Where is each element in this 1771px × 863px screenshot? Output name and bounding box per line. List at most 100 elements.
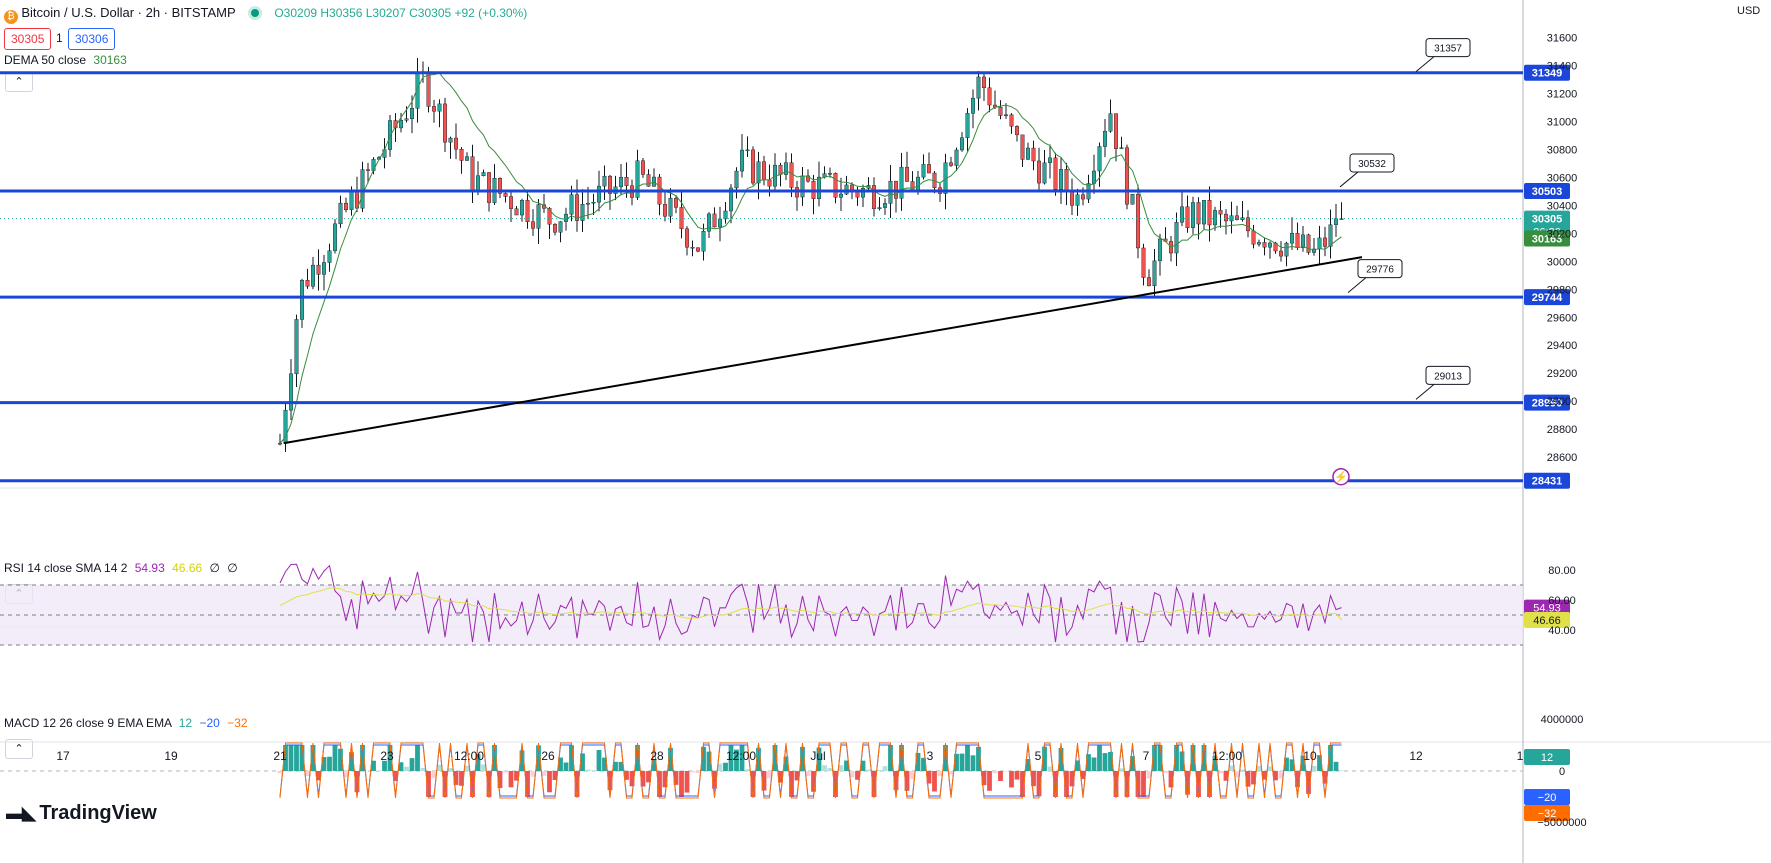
macd-histogram-bar: [1031, 771, 1036, 787]
callout-label: 30532: [1358, 159, 1386, 170]
candle-body: [641, 160, 646, 175]
macd-histogram-bar: [1119, 768, 1124, 771]
macd-histogram-bar: [1146, 771, 1152, 779]
macd-histogram-bar: [728, 745, 734, 771]
macd-histogram-bar: [646, 771, 651, 783]
price-tick-label: 31200: [1547, 89, 1578, 101]
time-tick-label: 10: [1303, 749, 1317, 763]
candle-body: [443, 103, 448, 143]
macd-histogram-bar: [888, 745, 893, 771]
candle-body: [883, 203, 888, 208]
time-tick-label: 26: [541, 749, 555, 763]
macd-histogram-bar: [838, 765, 844, 771]
candle-body: [663, 203, 668, 217]
candle-body: [1185, 206, 1190, 228]
macd-histogram-bar: [882, 766, 888, 771]
macd-histogram-bar: [354, 771, 360, 793]
macd-histogram-bar: [1245, 771, 1251, 787]
sell-price-button[interactable]: 30305: [4, 28, 52, 50]
macd-histogram-bar: [1179, 751, 1185, 771]
macd-histogram-bar: [1289, 759, 1295, 771]
macd-histogram-bar: [673, 771, 679, 785]
dema-legend[interactable]: DEMA 50 close 30163: [4, 53, 127, 67]
candle-body: [960, 137, 965, 151]
macd-histogram-bar: [1091, 757, 1097, 771]
candle-body: [1311, 248, 1316, 253]
macd-histogram-bar: [398, 762, 404, 771]
candle-body: [531, 221, 536, 229]
candle-body: [817, 176, 822, 200]
buy-price-button[interactable]: 30306: [68, 28, 116, 50]
macd-histogram-bar: [464, 765, 470, 771]
candle-body: [954, 149, 959, 166]
rsi-tick-label: 80.00: [1548, 565, 1576, 577]
candle-body: [437, 103, 442, 112]
candle-body: [338, 202, 343, 225]
price-tick-label: 29200: [1547, 368, 1578, 380]
time-tick-label: 12:00: [454, 749, 484, 763]
macd-histogram-bar: [1014, 771, 1020, 780]
price-tick-label: 31400: [1547, 61, 1578, 73]
macd-histogram-bar: [701, 746, 706, 771]
macd-histogram-bar: [778, 771, 783, 783]
macd-histogram-bar: [1240, 769, 1245, 771]
candle-body: [1020, 134, 1025, 160]
candle-body: [514, 208, 519, 216]
macd-histogram-bar: [904, 771, 910, 791]
candle-body: [718, 218, 723, 228]
callout-pointer: [1339, 171, 1359, 188]
candle-body: [1058, 169, 1063, 190]
macd-histogram-bar: [1317, 755, 1322, 771]
macd-histogram-bar: [651, 758, 657, 771]
candle-body: [1152, 260, 1157, 287]
macd-histogram-bar: [371, 760, 376, 771]
candle-body: [685, 228, 690, 248]
rsi-legend[interactable]: RSI 14 close SMA 14 2 54.93 46.66 ∅ ∅: [4, 561, 238, 575]
macd-histogram-bar: [833, 771, 838, 797]
candle-body: [1009, 114, 1014, 127]
macd-hist-label: 12: [1541, 752, 1553, 764]
candle-body: [778, 164, 783, 175]
rsi-tick-label: 60.00: [1548, 595, 1576, 607]
collapse-macd-button[interactable]: ⌃: [5, 739, 33, 759]
macd-histogram-bar: [723, 762, 728, 771]
symbol-header[interactable]: ₿ Bitcoin / U.S. Dollar · 2h · BITSTAMP …: [4, 5, 527, 24]
candle-body: [751, 149, 756, 184]
candle-body: [1130, 194, 1135, 205]
macd-histogram-bar: [1262, 771, 1267, 780]
macd-histogram-bar: [1333, 761, 1339, 771]
macd-histogram-bar: [684, 771, 690, 793]
rsi-sma-label: 46.66: [1533, 615, 1561, 627]
macd-hist-value: 12: [178, 716, 193, 730]
macd-histogram-bar: [877, 770, 882, 771]
callout-pointer: [1415, 56, 1435, 72]
candle-body: [520, 199, 525, 216]
rsi-sma-tag: [1524, 612, 1570, 629]
candle-body: [580, 204, 585, 221]
dema-value: 30163: [93, 53, 127, 67]
candle-body: [965, 113, 970, 138]
macd-histogram-bar: [1124, 771, 1130, 797]
currency-label: USD: [1737, 5, 1761, 17]
tradingview-logo[interactable]: ▬◣ TradingView: [6, 802, 157, 825]
macd-legend[interactable]: MACD 12 26 close 9 EMA EMA 12 −20 −32: [4, 716, 248, 730]
last-price-label: 30305: [1532, 214, 1563, 226]
price-tick-label: 29400: [1547, 340, 1578, 352]
macd-histogram-bar: [1201, 745, 1207, 771]
macd-histogram-bar: [1036, 771, 1042, 797]
macd-histogram-bar: [756, 747, 761, 771]
candle-body: [1091, 170, 1096, 184]
macd-histogram-bar: [987, 771, 992, 791]
macd-line-tag: [1524, 789, 1570, 805]
price-tick-label: 30200: [1547, 228, 1578, 240]
candle-body: [525, 199, 530, 222]
macd-histogram-bar: [453, 771, 459, 785]
candle-body: [388, 120, 393, 150]
macd-histogram-bar: [1212, 756, 1218, 771]
candle-body: [1108, 113, 1113, 132]
candle-body: [602, 175, 607, 187]
candle-body: [432, 106, 437, 112]
candle-body: [404, 118, 409, 121]
macd-histogram-bar: [299, 745, 305, 771]
